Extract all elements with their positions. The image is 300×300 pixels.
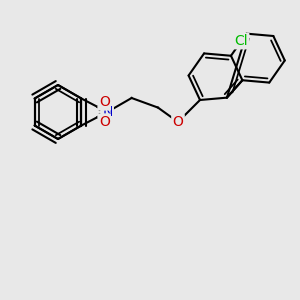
Text: O: O — [172, 115, 183, 129]
Text: N: N — [102, 105, 112, 119]
Text: Cl: Cl — [235, 34, 248, 48]
Text: O: O — [99, 115, 110, 129]
Text: O: O — [99, 95, 110, 109]
